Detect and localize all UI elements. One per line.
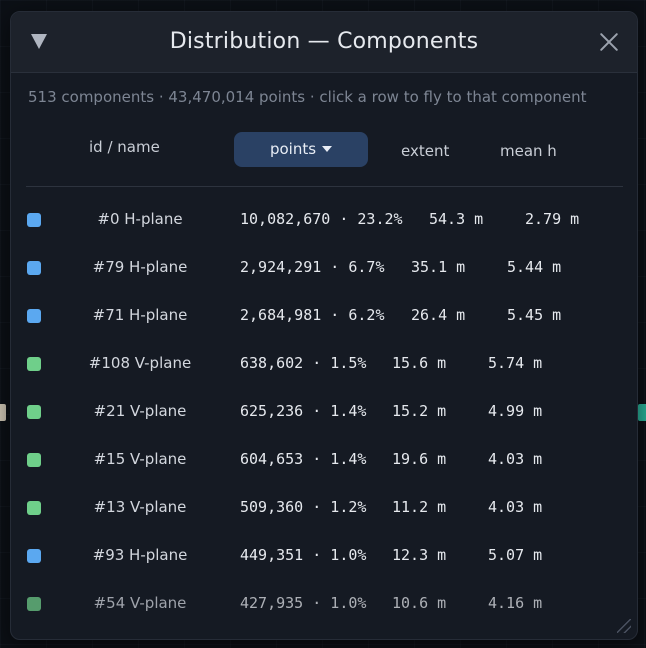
component-row[interactable]: #108 V-plane 638,602 · 1.5% 15.6 m 5.74 …: [11, 340, 637, 388]
type-color-swatch: [27, 597, 41, 611]
component-name: #21 V-plane: [93, 402, 187, 420]
component-extent: 10.6 m: [392, 594, 447, 612]
column-header-extent-label: extent: [401, 142, 450, 160]
component-name: #15 V-plane: [93, 450, 187, 468]
column-header-name-label: id / name: [89, 138, 160, 156]
component-row[interactable]: #13 V-plane 509,360 · 1.2% 11.2 m 4.03 m: [11, 484, 637, 532]
component-row[interactable]: #15 V-plane 604,653 · 1.4% 19.6 m 4.03 m: [11, 436, 637, 484]
component-points: 2,924,291 · 6.7%: [240, 258, 385, 276]
distribution-panel: Distribution — Components 513 components…: [10, 11, 638, 640]
component-name: #79 H-plane: [92, 258, 188, 276]
component-extent: 15.6 m: [392, 354, 447, 372]
component-mean-h: 5.44 m: [507, 258, 562, 276]
component-points: 427,935 · 1.0%: [240, 594, 367, 612]
component-row[interactable]: #0 H-plane 10,082,670 · 23.2% 54.3 m 2.7…: [11, 196, 637, 244]
component-row[interactable]: #71 H-plane 2,684,981 · 6.2% 26.4 m 5.45…: [11, 292, 637, 340]
component-extent: 26.4 m: [411, 306, 466, 324]
component-extent: 19.6 m: [392, 450, 447, 468]
type-color-swatch: [27, 549, 41, 563]
component-extent: 54.3 m: [429, 210, 484, 228]
component-list: #0 H-plane 10,082,670 · 23.2% 54.3 m 2.7…: [11, 196, 637, 628]
background-swatch-right: [638, 404, 646, 421]
component-mean-h: 4.03 m: [488, 450, 543, 468]
column-header-name[interactable]: id / name: [89, 138, 160, 156]
component-extent: 12.3 m: [392, 546, 447, 564]
component-points: 625,236 · 1.4%: [240, 402, 367, 420]
component-row[interactable]: #21 V-plane 625,236 · 1.4% 15.2 m 4.99 m: [11, 388, 637, 436]
type-color-swatch: [27, 501, 41, 515]
type-color-swatch: [27, 309, 41, 323]
component-row[interactable]: #79 H-plane 2,924,291 · 6.7% 35.1 m 5.44…: [11, 244, 637, 292]
component-mean-h: 5.07 m: [488, 546, 543, 564]
component-points: 10,082,670 · 23.2%: [240, 210, 403, 228]
header-divider: [26, 186, 623, 187]
component-name: #13 V-plane: [93, 498, 187, 516]
resize-grip-icon[interactable]: [617, 619, 631, 633]
component-name: #108 V-plane: [88, 354, 192, 372]
component-name: #93 H-plane: [92, 546, 188, 564]
caret-down-icon: [322, 146, 333, 152]
type-color-swatch: [27, 453, 41, 467]
type-color-swatch: [27, 405, 41, 419]
component-points: 509,360 · 1.2%: [240, 498, 367, 516]
column-header-mean-h-label: mean h: [500, 142, 557, 160]
component-name: #54 V-plane: [93, 594, 187, 612]
component-mean-h: 4.16 m: [488, 594, 543, 612]
component-mean-h: 5.74 m: [488, 354, 543, 372]
close-icon[interactable]: [599, 32, 619, 52]
component-points: 449,351 · 1.0%: [240, 546, 367, 564]
triangle-down-icon[interactable]: [31, 34, 47, 49]
column-header-points[interactable]: points: [234, 132, 368, 167]
component-mean-h: 5.45 m: [507, 306, 562, 324]
component-name: #0 H-plane: [97, 210, 183, 228]
column-header-points-label: points: [269, 140, 317, 158]
component-mean-h: 2.79 m: [525, 210, 580, 228]
column-header-extent[interactable]: extent: [401, 142, 449, 160]
summary-text: 513 components · 43,470,014 points · cli…: [28, 88, 587, 106]
component-extent: 35.1 m: [411, 258, 466, 276]
component-extent: 15.2 m: [392, 402, 447, 420]
component-points: 638,602 · 1.5%: [240, 354, 367, 372]
background-swatch-left: [0, 404, 6, 421]
component-extent: 11.2 m: [392, 498, 447, 516]
panel-title: Distribution — Components: [169, 29, 479, 54]
type-color-swatch: [27, 357, 41, 371]
panel-titlebar[interactable]: Distribution — Components: [11, 12, 637, 73]
component-row[interactable]: #93 H-plane 449,351 · 1.0% 12.3 m 5.07 m: [11, 532, 637, 580]
type-color-swatch: [27, 261, 41, 275]
type-color-swatch: [27, 213, 41, 227]
component-points: 2,684,981 · 6.2%: [240, 306, 385, 324]
component-mean-h: 4.99 m: [488, 402, 543, 420]
component-mean-h: 4.03 m: [488, 498, 543, 516]
component-row[interactable]: #54 V-plane 427,935 · 1.0% 10.6 m 4.16 m: [11, 580, 637, 628]
column-headers: id / name points extent mean h: [11, 132, 637, 168]
column-header-mean-h[interactable]: mean h: [500, 142, 557, 160]
component-name: #71 H-plane: [92, 306, 188, 324]
component-points: 604,653 · 1.4%: [240, 450, 367, 468]
